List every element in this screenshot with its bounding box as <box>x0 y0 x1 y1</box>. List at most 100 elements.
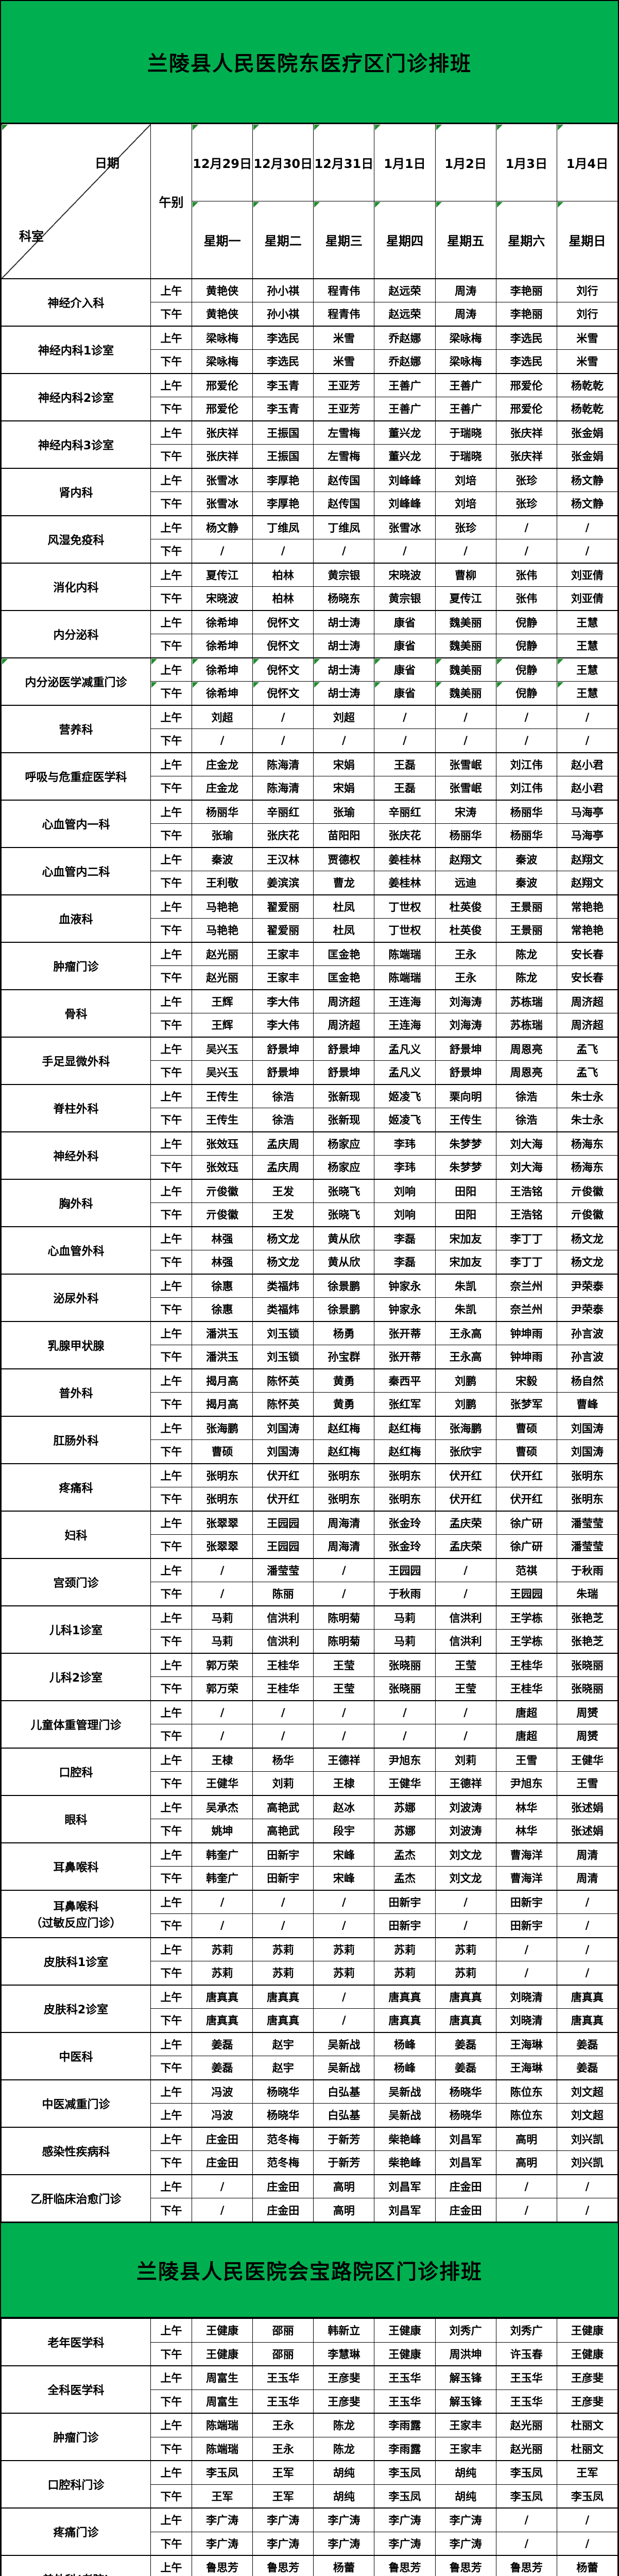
shift-label-am: 上午 <box>150 1226 192 1250</box>
schedule-cell: 王健康 <box>374 2342 436 2366</box>
schedule-cell: 杨峰 <box>374 2032 436 2056</box>
schedule-cell: 王景丽 <box>495 894 557 919</box>
schedule-cell: 韩奎广 <box>191 1866 253 1890</box>
schedule-cell: / <box>252 705 314 729</box>
schedule-cell: 宋峰 <box>313 1842 375 1867</box>
schedule-cell: / <box>495 728 557 753</box>
schedule-cell: 孟杰 <box>374 1866 436 1890</box>
schedule-cell: 王景丽 <box>495 918 557 942</box>
schedule-cell: 孙言波 <box>556 1321 618 1345</box>
schedule-cell: 信洪利 <box>252 1629 314 1653</box>
department-row-am: 内分泌医学减重门诊 上午 徐希坤 倪怀文 胡士涛 康省 魏美丽 倪静 王慧 <box>1 657 618 705</box>
shift-label-am: 上午 <box>150 373 192 397</box>
department-name-cell: 眼科 <box>1 1795 151 1843</box>
schedule-cell: 潘莹莹 <box>252 1558 314 1582</box>
schedule-cell: 徐广研 <box>495 1511 557 1535</box>
schedule-cell: 周济超 <box>556 1013 618 1037</box>
schedule-cell: 苏娜 <box>374 1795 436 1819</box>
schedule-cell: 赵光丽 <box>191 942 253 966</box>
schedule-cell: / <box>556 2507 618 2532</box>
shift-label-am: 上午 <box>150 1368 192 1393</box>
schedule-cell: 徐广研 <box>495 1534 557 1558</box>
schedule-cell: 许玉春 <box>495 2342 557 2366</box>
schedule-cell: 刘国涛 <box>252 1439 314 1464</box>
department-name-cell: 消化内科 <box>1 563 151 611</box>
schedule-cell: 胡纯 <box>313 2484 375 2509</box>
schedule-cell: / <box>556 705 618 729</box>
department-row-am: 手足显微外科 上午 吴兴玉 舒景坤 舒景坤 孟凡义 舒景坤 周恩亮 孟飞 <box>1 1037 618 1084</box>
schedule-cell: 刘文龙 <box>435 1866 496 1890</box>
schedule-cell: 李广涛 <box>191 2507 253 2532</box>
schedule-cell: 高艳武 <box>252 1795 314 1819</box>
schedule-cell: 于秋雨 <box>374 1582 436 1606</box>
schedule-cell: 宋娟 <box>313 776 375 800</box>
schedule-cell: 唐真真 <box>191 1985 253 2009</box>
department-group: 手足显微外科 上午 吴兴玉 舒景坤 舒景坤 孟凡义 舒景坤 周恩亮 孟飞 下午 吴兴玉 舒景坤 舒景坤孟… <box>1 1037 618 1084</box>
schedule-cell: 杜英俊 <box>435 894 496 919</box>
schedule-cell: 张庆祥 <box>495 444 557 468</box>
schedule-cell: 周涛 <box>435 278 496 302</box>
department-group: 神经外科 上午 张效珏 孟庆周 杨家应 李玮 朱梦梦 刘大海 杨海东 下午 张效珏 孟庆周 杨家应 李玮朱… <box>1 1131 618 1179</box>
shift-label-pm: 下午 <box>150 2484 192 2509</box>
schedule-cell: 宋晓波 <box>374 563 436 587</box>
schedule-cell: / <box>556 2198 618 2222</box>
shift-label-pm: 下午 <box>150 1819 192 1843</box>
schedule-cell: 张金玲 <box>374 1511 436 1535</box>
schedule-cell: 王健康 <box>556 2342 618 2366</box>
schedule-cell: / <box>313 1890 375 1914</box>
schedule-cell: / <box>495 1961 557 1985</box>
department-name-cell: 感染性疾病科 <box>1 2127 151 2175</box>
schedule-cell: 黄从欣 <box>313 1250 375 1274</box>
schedule-cell: 柴艳峰 <box>374 2150 436 2175</box>
schedule-cell: / <box>556 728 618 753</box>
schedule-cell: 唐真真 <box>556 2008 618 2032</box>
schedule-cell: / <box>435 1890 496 1914</box>
schedule-cell: 马莉 <box>374 1605 436 1630</box>
schedule-cell: 曹硕 <box>495 1416 557 1440</box>
schedule-cell: 舒景坤 <box>313 1060 375 1084</box>
schedule-cell: 杨乾乾 <box>556 397 618 421</box>
schedule-cell: 吴新战 <box>313 2056 375 2080</box>
department-name-cell: 耳鼻喉科 <box>1 1842 151 1890</box>
schedule-cell: 李雨露 <box>374 2436 436 2461</box>
department-name-cell: 内分泌医学减重门诊 <box>1 657 151 705</box>
schedule-cell: 马海亭 <box>556 800 618 824</box>
schedule-cell: 赵翔文 <box>556 871 618 895</box>
schedule-cell: 李选民 <box>252 349 314 374</box>
schedule-cell: 林华 <box>495 1819 557 1843</box>
schedule-cell: 王善广 <box>435 397 496 421</box>
schedule-cell: 魏美丽 <box>435 657 496 682</box>
schedule-cell: 梁咏梅 <box>435 326 496 350</box>
shift-label-pm: 下午 <box>150 397 192 421</box>
schedule-cell: 杨文龙 <box>556 1250 618 1274</box>
schedule-cell: 赵红梅 <box>313 1416 375 1440</box>
schedule-cell: 刘昌军 <box>374 2198 436 2222</box>
schedule-cell: 李广涛 <box>313 2507 375 2532</box>
schedule-cell: 姜滨滨 <box>252 871 314 895</box>
schedule-cell: 陈端瑞 <box>374 942 436 966</box>
shift-label-pm: 下午 <box>150 1676 192 1701</box>
shift-label-am: 上午 <box>150 2460 192 2485</box>
schedule-cell: 王莹 <box>313 1676 375 1701</box>
schedule-cell: 唐超 <box>495 1724 557 1748</box>
schedule-cell: 高明 <box>495 2150 557 2175</box>
schedule-cell: 周赟 <box>556 1700 618 1724</box>
schedule-cell: 王利敬 <box>191 871 253 895</box>
schedule-cell: 王玉华 <box>495 2389 557 2414</box>
shift-label-pm: 下午 <box>150 1392 192 1416</box>
schedule-cell: 曹柳 <box>435 563 496 587</box>
schedule-cell: 杨家应 <box>313 1131 375 1156</box>
east-campus-schedule-table: 日期 科室 午别 12月29日 12月30日 12月31日 1月1日 1月2日 1月3日 1月4日… <box>1 124 618 2222</box>
department-name-cell: 肾内科 <box>1 468 151 516</box>
schedule-cell: 王传生 <box>435 1108 496 1132</box>
department-row-pm: 下午 姚坤 高艳武 段宇 苏娜 刘波涛 林华 张述娟 <box>2 1819 618 1843</box>
department-row-am: 神经内科3诊室 上午 张庆祥 王振国 左雪梅 董兴龙 于瑞晓 张庆祥 张金娟 <box>1 420 618 468</box>
schedule-cell: / <box>435 1700 496 1724</box>
schedule-cell: 王德祥 <box>313 1748 375 1772</box>
schedule-cell: 朱梦梦 <box>435 1155 496 1179</box>
schedule-cell: 贾德权 <box>313 847 375 871</box>
schedule-cell: 赵光丽 <box>495 2413 557 2437</box>
date-header-0: 12月29日 <box>191 124 253 201</box>
schedule-cell: 王磊 <box>374 752 436 776</box>
department-group: 儿童体重管理门诊 上午 / / / / / 唐超 周赟 下午 / / / / / 唐超 周赟 <box>1 1700 618 1748</box>
